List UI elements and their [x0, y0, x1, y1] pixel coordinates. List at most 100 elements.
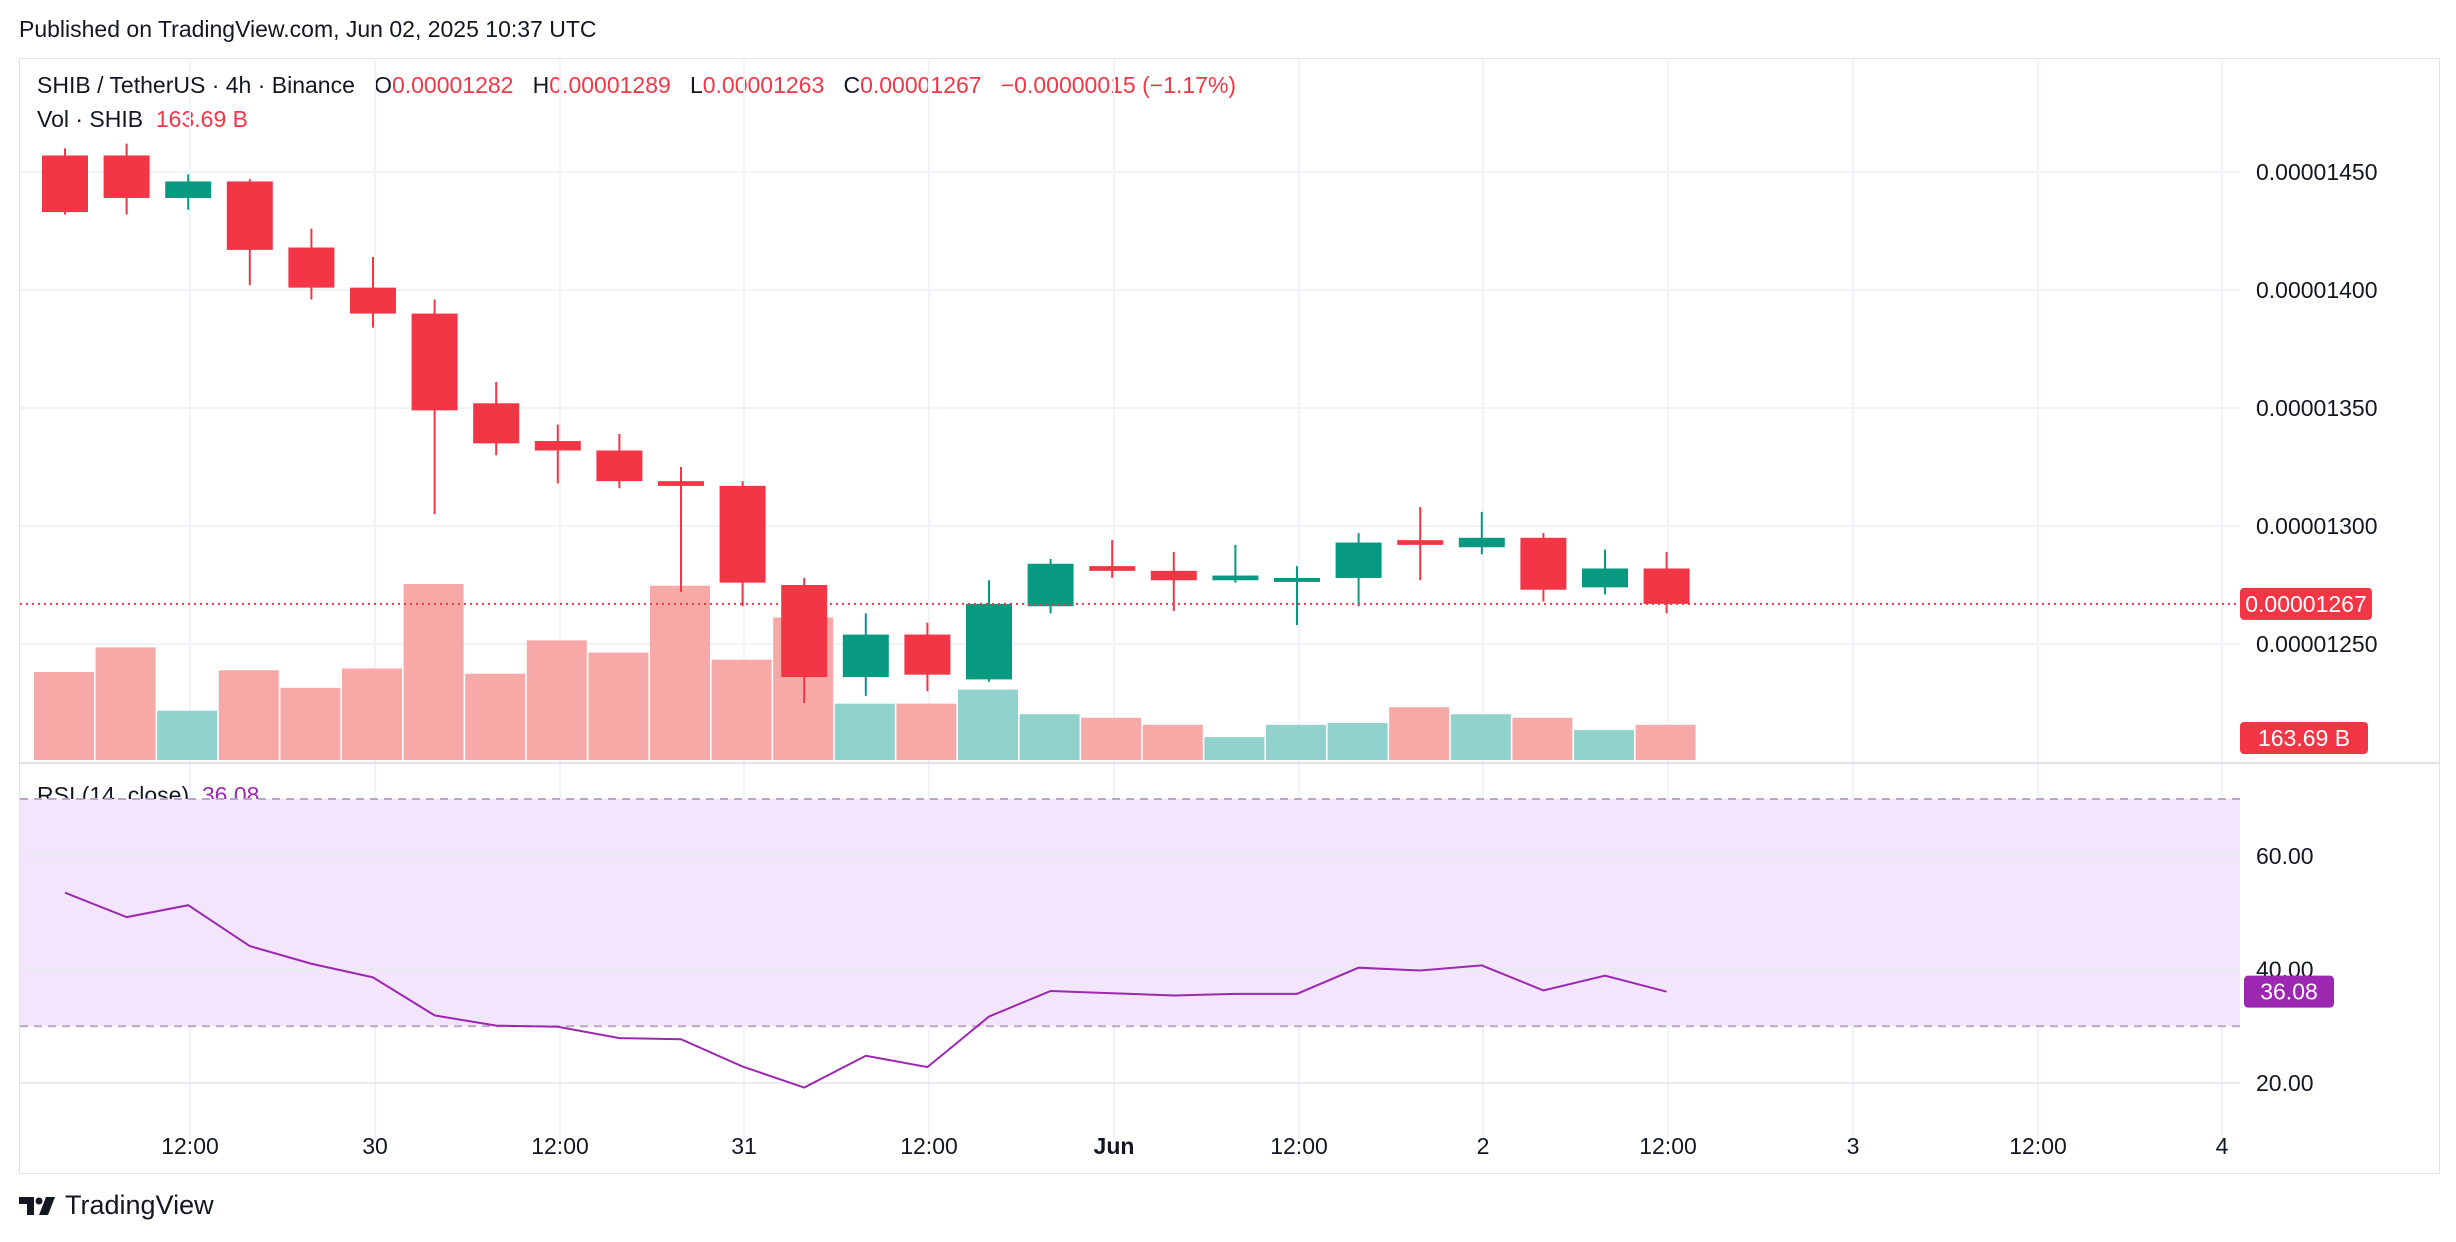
- volume-bar: [1081, 717, 1142, 760]
- time-axis-label: 2: [1477, 1133, 1490, 1159]
- volume-bar: [1204, 737, 1265, 760]
- candle-body: [165, 181, 212, 198]
- candle: [1397, 507, 1444, 581]
- volume-bar: [34, 672, 94, 760]
- volume-bar: [1450, 714, 1511, 760]
- volume-bar: [465, 673, 526, 760]
- high-value: 0.00001289: [549, 72, 671, 98]
- volume-bar: [157, 710, 218, 760]
- candle-body: [842, 634, 889, 678]
- volume-value: 163.69 B: [155, 106, 248, 132]
- time-axis-label: 12:00: [161, 1133, 219, 1159]
- close-label: C: [843, 72, 861, 98]
- high-label: H: [532, 72, 550, 98]
- candle-body: [1335, 542, 1382, 578]
- candle-body: [1520, 537, 1567, 590]
- candle: [596, 433, 643, 489]
- close-value: 0.00001267: [860, 72, 982, 98]
- candle-body: [1089, 566, 1136, 571]
- candle-body: [781, 585, 828, 678]
- volume-bar: [711, 659, 772, 760]
- rsi-line: [64, 891, 1667, 1089]
- candle: [904, 622, 951, 692]
- time-axis-label: 12:00: [531, 1133, 589, 1159]
- candle: [966, 580, 1012, 682]
- symbol-title[interactable]: SHIB / TetherUS · 4h · Binance: [37, 72, 355, 98]
- candle: [1520, 533, 1567, 602]
- candle: [1335, 533, 1382, 607]
- volume-bar: [1512, 717, 1573, 760]
- candle-body: [1150, 570, 1197, 581]
- open-value: 0.00001282: [391, 72, 514, 98]
- volume-bar: [896, 703, 957, 760]
- candle-body: [658, 481, 704, 486]
- low-label: L: [689, 72, 703, 98]
- change-value: −0.00000015 (−1.17%): [1000, 72, 1237, 98]
- last-price-badge: [2240, 587, 2372, 620]
- legend-row: SHIB / TetherUS · 4h · Binance O0.000012…: [37, 72, 1236, 99]
- candle: [103, 143, 150, 215]
- candle-body: [719, 485, 766, 583]
- published-info: Published on TradingView.com, Jun 02, 20…: [19, 16, 597, 42]
- candle-body: [904, 634, 951, 675]
- volume-bar: [1019, 714, 1080, 760]
- time-axis-label: 30: [362, 1133, 388, 1159]
- candle: [1212, 544, 1259, 583]
- candle: [658, 467, 704, 593]
- time-axis-label: Jun: [1094, 1133, 1135, 1159]
- time-axis-label: 12:00: [2009, 1133, 2067, 1159]
- candle: [1274, 566, 1320, 626]
- low-value: 0.00001263: [702, 72, 825, 98]
- candle-body: [1458, 537, 1505, 548]
- candle-body: [226, 181, 273, 250]
- open-label: O: [374, 72, 392, 98]
- candle: [842, 613, 889, 696]
- rsi-axis-label: 60.00: [2256, 843, 2314, 869]
- volume-bar: [1266, 724, 1326, 760]
- candle-body: [288, 247, 335, 288]
- time-axis-label: 31: [731, 1133, 757, 1159]
- candle: [1150, 551, 1197, 611]
- chart-frame[interactable]: [19, 58, 2440, 1174]
- volume-bar: [1635, 724, 1696, 760]
- rsi-axis-label: 20.00: [2256, 1070, 2314, 1096]
- candle: [534, 424, 581, 484]
- volume-bar: [1389, 707, 1450, 760]
- volume-bar: [588, 652, 649, 760]
- volume-bar: [958, 689, 1018, 760]
- tradingview-logo-icon: [19, 1196, 55, 1215]
- volume-legend: Vol · SHIB 163.69 B: [37, 106, 248, 133]
- candle: [350, 256, 396, 328]
- price-axis-label: 0.00001400: [2256, 277, 2378, 303]
- volume-bar: [403, 584, 464, 760]
- candle-body: [1643, 568, 1690, 604]
- volume-bar: [95, 647, 156, 760]
- candle: [226, 179, 273, 286]
- time-axis-label: 12:00: [1639, 1133, 1697, 1159]
- candle-body: [1212, 575, 1259, 581]
- candle-body: [1397, 540, 1444, 545]
- candle: [165, 174, 212, 210]
- last-price-badge-label: 0.00001267: [2245, 591, 2367, 617]
- price-axis-label: 0.00001450: [2256, 159, 2378, 185]
- candle-body: [350, 287, 396, 314]
- time-axis-label: 3: [1847, 1133, 1860, 1159]
- candle: [473, 382, 520, 456]
- volume-bar: [1574, 730, 1634, 760]
- rsi-value-badge: [2244, 975, 2334, 1008]
- price-axis-label: 0.00001350: [2256, 395, 2378, 421]
- candle-body: [596, 450, 643, 482]
- candle: [411, 299, 458, 515]
- candle: [288, 228, 335, 300]
- volume-label[interactable]: Vol · SHIB: [37, 106, 144, 132]
- candle: [42, 148, 88, 215]
- candle-body: [473, 403, 520, 444]
- candle-body: [42, 155, 88, 213]
- volume-badge-label: 163.69 B: [2258, 725, 2350, 751]
- time-axis-label: 4: [2216, 1133, 2229, 1159]
- tradingview-logo[interactable]: TradingView: [19, 1190, 214, 1221]
- brand-name: TradingView: [65, 1190, 214, 1220]
- volume-bar: [1327, 723, 1388, 760]
- time-axis-label: 12:00: [1270, 1133, 1328, 1159]
